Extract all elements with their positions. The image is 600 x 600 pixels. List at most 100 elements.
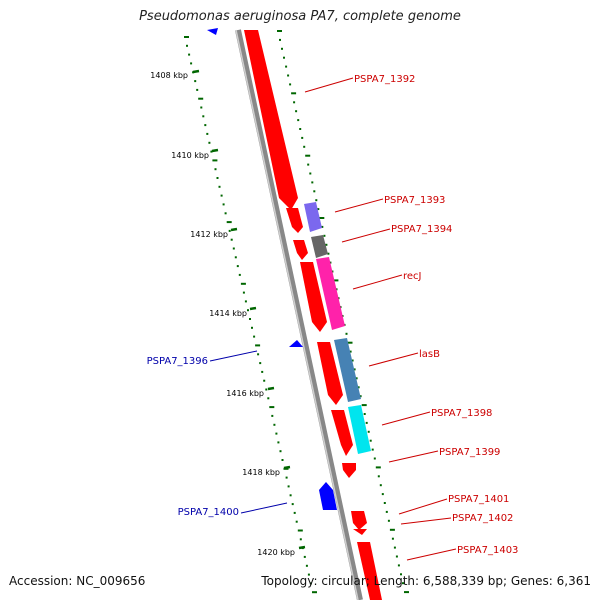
gc-track-outer-dot xyxy=(307,163,310,166)
gc-track-inner-dot xyxy=(188,53,191,56)
gene-arrow-pspa7-1393[interactable] xyxy=(286,208,303,233)
gc-track-inner-dot xyxy=(253,335,256,338)
gene-arrow-pspa7-1402[interactable] xyxy=(353,529,367,535)
gene-label[interactable]: PSPA7_1394 xyxy=(391,224,452,235)
gene-label[interactable]: PSPA7_1396 xyxy=(147,356,208,367)
gc-track-inner-dot xyxy=(190,62,193,65)
tick-label: 1418 kbp xyxy=(242,468,280,477)
gc-track-outer-dot xyxy=(331,270,334,273)
gc-track-inner-dot xyxy=(303,555,306,558)
gene-label[interactable]: PSPA7_1392 xyxy=(354,74,415,85)
gene-arrow-pspa7-1394[interactable] xyxy=(293,240,308,260)
tick-labels: 1408 kbp 1410 kbp 1412 kbp 1414 kbp 1416… xyxy=(150,71,295,557)
gc-track-outer-dot xyxy=(335,288,338,291)
tick-mark xyxy=(230,227,238,232)
genome-summary-text: Topology: circular; Length: 6,588,339 bp… xyxy=(261,574,591,588)
gc-track-outer-dot xyxy=(381,493,384,496)
gene-arrow-pspa7-1403[interactable] xyxy=(357,542,382,600)
tick-mark xyxy=(267,386,275,391)
gene-arrow-lasb[interactable] xyxy=(317,342,343,405)
gc-track-inner-dot xyxy=(299,538,302,541)
gene-arrow-pspa7-1392[interactable] xyxy=(244,30,298,210)
gene-label[interactable]: PSPA7_1403 xyxy=(457,545,518,556)
gc-track-outer-dot xyxy=(327,252,330,255)
gene-arrow-pspa7-1401[interactable] xyxy=(351,511,367,530)
gc-track-outer-dot xyxy=(303,145,306,148)
gc-track-outer-dot xyxy=(297,119,300,122)
gc-track-outer-dot xyxy=(361,404,367,407)
gene-label[interactable]: PSPA7_1401 xyxy=(448,494,509,505)
gc-track-inner-dot xyxy=(228,229,231,232)
gc-track-inner-dot xyxy=(214,168,217,171)
gc-track-inner-dot xyxy=(212,159,218,162)
gc-track-inner-dot xyxy=(263,379,266,382)
gene-arrow-pspa7-1399[interactable] xyxy=(342,463,356,478)
gc-track-inner-dot xyxy=(200,106,203,109)
tick-label: 1412 kbp xyxy=(190,230,228,239)
gc-track-inner-dot xyxy=(240,282,246,285)
gene-label[interactable]: PSPA7_1393 xyxy=(384,195,445,206)
gc-track-inner-dot xyxy=(220,194,223,197)
gc-track-inner-dot xyxy=(194,80,197,83)
gc-track-outer-dot xyxy=(391,537,394,540)
tick-mark xyxy=(249,306,257,311)
gc-track-outer-dot xyxy=(319,217,325,219)
reverse-genes xyxy=(207,28,337,510)
gc-track-inner-dot xyxy=(251,326,253,329)
gc-skew-dots xyxy=(184,30,409,594)
cog-block-pspa7-1393 xyxy=(304,202,322,232)
gc-track-inner-dot xyxy=(285,476,288,479)
gc-track-outer-dot xyxy=(317,208,320,211)
gc-track-inner-dot xyxy=(222,203,225,206)
gc-track-inner-dot xyxy=(208,141,211,144)
gene-arrow-top-reverse[interactable] xyxy=(207,28,218,35)
gc-track-outer-dot xyxy=(315,199,318,202)
gene-arrow-pspa7-1398[interactable] xyxy=(331,410,353,456)
tick-marks xyxy=(192,69,306,550)
gc-track-inner-dot xyxy=(267,397,270,400)
gc-track-outer-dot xyxy=(283,56,285,59)
gc-track-outer-dot xyxy=(400,573,402,576)
gc-track-outer-dot xyxy=(295,110,298,113)
gc-track-outer-dot xyxy=(321,225,324,228)
gc-track-inner-dot xyxy=(242,291,245,294)
gc-track-inner-dot xyxy=(261,370,264,373)
gc-track-outer-dot xyxy=(385,510,388,513)
tick-label: 1416 kbp xyxy=(226,389,264,398)
gc-track-inner-dot xyxy=(275,432,278,435)
gc-track-outer-dot xyxy=(279,38,281,41)
gc-track-inner-dot xyxy=(186,44,188,47)
tick-mark xyxy=(192,69,200,74)
accession-text: Accession: NC_009656 xyxy=(9,574,146,588)
gc-track-outer-dot xyxy=(365,421,368,424)
gc-track-inner-dot xyxy=(198,97,204,100)
gene-arrow-recj[interactable] xyxy=(300,262,327,332)
gc-track-inner-dot xyxy=(226,221,232,224)
gc-track-outer-dot xyxy=(313,190,316,193)
gc-track-inner-dot xyxy=(206,132,209,135)
tick-label: 1414 kbp xyxy=(209,309,247,318)
gc-track-inner-dot xyxy=(196,88,199,91)
gc-track-inner-dot xyxy=(291,503,294,506)
gene-arrow-pspa7-1400[interactable] xyxy=(319,482,337,510)
gene-label[interactable]: PSPA7_1400 xyxy=(178,507,239,518)
gc-track-inner-dot xyxy=(232,247,235,250)
gene-label[interactable]: PSPA7_1398 xyxy=(431,408,492,419)
gc-track-outer-dot xyxy=(277,30,282,32)
gene-label[interactable]: lasB xyxy=(419,349,440,360)
tick-mark xyxy=(211,148,219,153)
gc-track-outer-dot xyxy=(402,582,404,585)
gene-arrow-pspa7-1396[interactable] xyxy=(289,340,303,347)
gene-label[interactable]: PSPA7_1399 xyxy=(439,447,500,458)
gc-track-outer-dot xyxy=(287,74,290,77)
gc-track-inner-dot xyxy=(204,124,207,127)
gc-track-inner-dot xyxy=(202,115,205,118)
gc-track-outer-dot xyxy=(377,475,380,478)
gene-label[interactable]: PSPA7_1402 xyxy=(452,513,513,524)
gc-track-outer-dot xyxy=(395,555,398,558)
gene-label[interactable]: recJ xyxy=(403,271,422,282)
gc-track-inner-dot xyxy=(309,582,312,585)
gc-track-outer-dot xyxy=(333,279,339,282)
gc-track-outer-dot xyxy=(285,65,288,68)
